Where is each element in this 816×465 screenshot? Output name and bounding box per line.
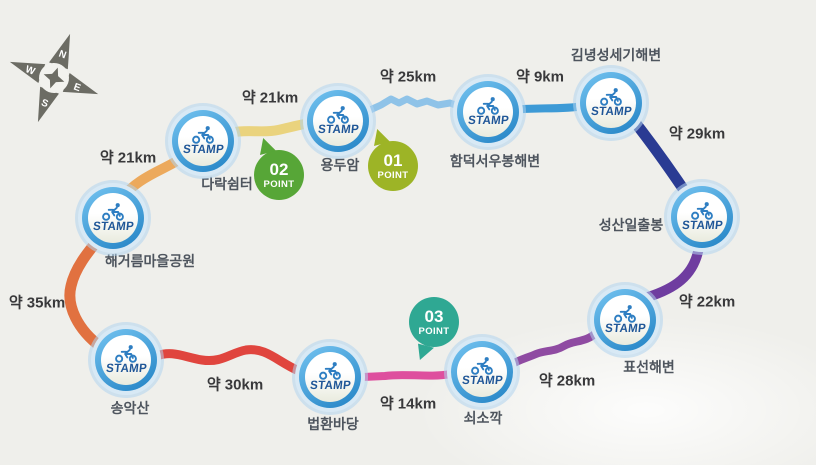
point-number: 02 (269, 159, 289, 179)
cyclist-icon (477, 96, 499, 115)
cyclist-icon (115, 344, 137, 363)
compass-n: N (57, 49, 68, 62)
route-pyoseon-soesokkak (507, 328, 601, 369)
place-label-darak: 다락쉼터 (201, 176, 253, 192)
place-label-pyoseon: 표선해변 (623, 359, 675, 375)
cyclist-icon (691, 201, 713, 220)
stamp-seongsan: STAMP (667, 182, 737, 252)
point-badge-02: 02 POINT (254, 138, 304, 200)
stamp-label: STAMP (460, 374, 504, 388)
point-number: 01 (383, 150, 403, 170)
stamp-label: STAMP (589, 105, 633, 119)
point-label: POINT (377, 169, 409, 181)
distance-yongduam-hamdeok: 약 25km (379, 68, 437, 86)
stamp-haegeoreum: STAMP (78, 183, 148, 253)
stamp-label: STAMP (680, 219, 724, 233)
place-label-soesokkak: 쇠소깍 (463, 410, 503, 426)
route-yongduam-hamdeok (352, 95, 474, 120)
stamp-label: STAMP (316, 123, 360, 137)
distance-seongsan-pyoseon: 약 22km (678, 293, 736, 311)
place-label-gimnyeong: 김녕성세기해변 (570, 47, 662, 63)
point-badge-01: 01 POINT (368, 129, 418, 191)
stamp-label: STAMP (308, 379, 352, 393)
distance-gimnyeong-seongsan: 약 29km (668, 125, 726, 143)
place-label-songaksan: 송악산 (110, 400, 150, 416)
place-label-hamdeok: 함덕서우봉해변 (449, 153, 541, 169)
point-label: POINT (418, 325, 450, 337)
stamp-label: STAMP (91, 220, 135, 234)
stamp-darak: STAMP (168, 106, 238, 176)
place-label-beophwan: 법환바당 (307, 416, 359, 432)
distance-songaksan-haegeoreum: 약 35km (8, 294, 66, 312)
cyclist-icon (614, 304, 636, 323)
stamp-beophwan: STAMP (295, 342, 365, 412)
stamp-hamdeok: STAMP (453, 77, 523, 147)
stamp-pyoseon: STAMP (590, 285, 660, 355)
distance-darak-yongduam: 약 21km (241, 89, 299, 107)
stamp-label: STAMP (603, 322, 647, 336)
stamp-label: STAMP (104, 362, 148, 376)
compass-s: S (40, 98, 50, 111)
place-label-yongduam: 용두암 (320, 157, 360, 173)
compass-w: W (24, 64, 37, 78)
cyclist-icon (102, 202, 124, 221)
route-hamdeok-gimnyeong (509, 102, 588, 114)
route-beophwan-songaksan (152, 345, 304, 376)
distance-pyoseon-soesokkak: 약 28km (538, 372, 596, 390)
stamp-songaksan: STAMP (91, 325, 161, 395)
stamp-soesokkak: STAMP (447, 337, 517, 407)
cyclist-icon (600, 87, 622, 106)
distance-hamdeok-gimnyeong: 약 9km (516, 68, 564, 86)
distance-haegeoreum-darak: 약 21km (99, 149, 157, 167)
stamp-yongduam: STAMP (303, 86, 373, 156)
cyclist-icon (471, 356, 493, 375)
compass-e: E (72, 82, 82, 95)
place-label-haegeoreum: 해거름마을공원 (104, 253, 196, 269)
compass-icon: N E S W (9, 33, 99, 123)
stamp-label: STAMP (466, 114, 510, 128)
point-badge-03: 03 POINT (409, 297, 459, 360)
cyclist-icon (327, 105, 349, 124)
place-label-seongsan: 성산일출봉 (598, 217, 664, 233)
stamp-label: STAMP (181, 143, 225, 157)
route-seongsan-pyoseon (643, 242, 704, 302)
point-number: 03 (424, 306, 444, 326)
cyclist-icon (319, 361, 341, 380)
distance-beophwan-songaksan: 약 30km (206, 376, 264, 394)
cyclist-icon (192, 125, 214, 144)
stamp-gimnyeong: STAMP (576, 68, 646, 138)
point-label: POINT (263, 178, 295, 190)
route-soesokkak-beophwan (359, 370, 455, 381)
distance-soesokkak-beophwan: 약 14km (379, 395, 437, 413)
